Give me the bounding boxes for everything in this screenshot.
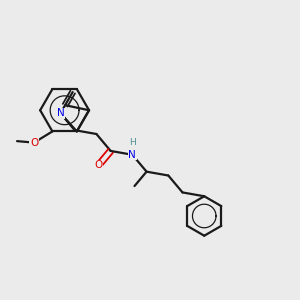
Text: H: H: [129, 138, 136, 147]
Text: N: N: [57, 108, 64, 118]
Text: O: O: [94, 160, 103, 170]
Text: O: O: [30, 138, 38, 148]
Text: N: N: [128, 150, 136, 160]
